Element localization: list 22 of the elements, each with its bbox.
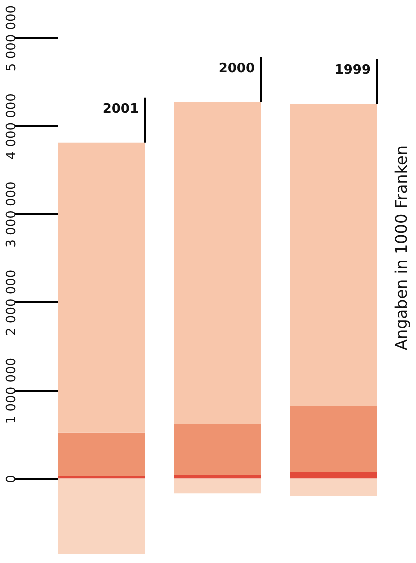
bar <box>290 478 377 496</box>
bar <box>58 478 145 554</box>
y-tick-label: 5 000 000 <box>4 5 20 72</box>
bar <box>290 406 377 473</box>
x-tick-label: 1999 <box>334 63 371 78</box>
bar <box>174 475 261 479</box>
bar <box>58 476 145 479</box>
bar <box>290 104 377 406</box>
y-tick-label: 0 <box>4 475 20 484</box>
y-tick-label: 3 000 000 <box>4 182 20 248</box>
y-tick-label: 2 000 000 <box>4 270 20 336</box>
y-tick-label: 4 000 000 <box>4 94 20 160</box>
bar <box>174 424 261 476</box>
bar <box>174 102 261 424</box>
bar <box>290 472 377 479</box>
bar <box>174 478 261 494</box>
x-tick-label: 2000 <box>218 61 255 76</box>
bar <box>58 432 145 476</box>
y-axis-title: Angaben in 1000 Franken <box>392 146 411 350</box>
bar <box>58 142 145 433</box>
x-tick-label: 2001 <box>102 102 139 117</box>
y-tick-label: 1 000 000 <box>4 358 20 424</box>
